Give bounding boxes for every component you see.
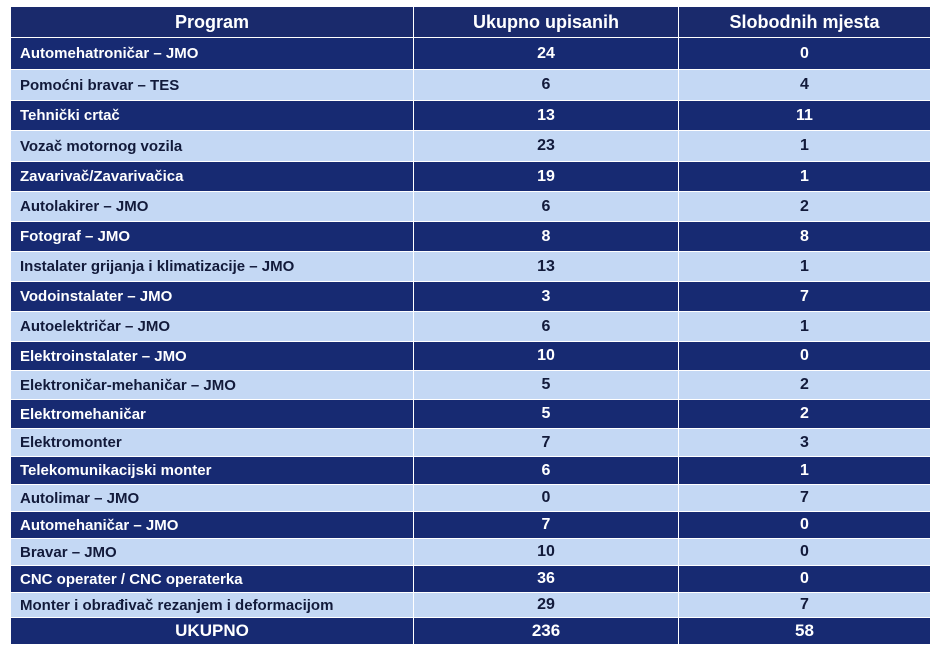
row-free-places: 3 bbox=[678, 428, 931, 457]
header-enrolled: Ukupno upisanih bbox=[413, 6, 679, 38]
row-free-places: 1 bbox=[678, 456, 931, 485]
row-free-places: 2 bbox=[678, 399, 931, 429]
row-enrolled: 19 bbox=[413, 161, 679, 192]
table-row: Instalater grijanja i klimatizacije – JM… bbox=[10, 251, 931, 282]
row-program: Automehatroničar – JMO bbox=[10, 37, 414, 70]
row-enrolled: 13 bbox=[413, 100, 679, 131]
row-enrolled: 7 bbox=[413, 428, 679, 457]
table-row: Pomoćni bravar – TES 6 4 bbox=[10, 69, 931, 101]
row-free-places: 2 bbox=[678, 370, 931, 400]
row-program: CNC operater / CNC operaterka bbox=[10, 565, 414, 593]
table-row: Tehnički crtač 13 11 bbox=[10, 100, 931, 131]
row-program: Autolimar – JMO bbox=[10, 484, 414, 512]
row-free-places: 4 bbox=[678, 69, 931, 101]
table-row: Vozač motornog vozila 23 1 bbox=[10, 130, 931, 162]
row-program: Elektromehaničar bbox=[10, 399, 414, 429]
row-enrolled: 5 bbox=[413, 370, 679, 400]
header-free-places: Slobodnih mjesta bbox=[678, 6, 931, 38]
table-row: Automehatroničar – JMO 24 0 bbox=[10, 37, 931, 70]
row-program: Vodoinstalater – JMO bbox=[10, 281, 414, 312]
row-free-places: 1 bbox=[678, 311, 931, 342]
header-program: Program bbox=[10, 6, 414, 38]
table-row: Monter i obrađivač rezanjem i deformacij… bbox=[10, 592, 931, 618]
row-enrolled: 8 bbox=[413, 221, 679, 252]
row-free-places: 0 bbox=[678, 538, 931, 566]
enrollment-table: Program Ukupno upisanih Slobodnih mjesta… bbox=[10, 6, 931, 645]
row-free-places: 1 bbox=[678, 251, 931, 282]
row-enrolled: 29 bbox=[413, 592, 679, 618]
table-row: Bravar – JMO 10 0 bbox=[10, 538, 931, 566]
row-program: Instalater grijanja i klimatizacije – JM… bbox=[10, 251, 414, 282]
row-enrolled: 6 bbox=[413, 69, 679, 101]
table-row: Automehaničar – JMO 7 0 bbox=[10, 511, 931, 539]
row-program: Fotograf – JMO bbox=[10, 221, 414, 252]
row-enrolled: 10 bbox=[413, 538, 679, 566]
row-enrolled: 6 bbox=[413, 191, 679, 222]
table-row: Autoelektričar – JMO 6 1 bbox=[10, 311, 931, 342]
table-row: CNC operater / CNC operaterka 36 0 bbox=[10, 565, 931, 593]
row-enrolled: 7 bbox=[413, 511, 679, 539]
row-free-places: 0 bbox=[678, 511, 931, 539]
row-enrolled: 5 bbox=[413, 399, 679, 429]
row-enrolled: 10 bbox=[413, 341, 679, 371]
table-row: Elektroničar-mehaničar – JMO 5 2 bbox=[10, 370, 931, 400]
table-row: Elektroinstalater – JMO 10 0 bbox=[10, 341, 931, 371]
row-program: Zavarivač/Zavarivačica bbox=[10, 161, 414, 192]
table-row: Zavarivač/Zavarivačica 19 1 bbox=[10, 161, 931, 192]
row-free-places: 7 bbox=[678, 484, 931, 512]
row-enrolled: 36 bbox=[413, 565, 679, 593]
row-program: Telekomunikacijski monter bbox=[10, 456, 414, 485]
row-enrolled: 3 bbox=[413, 281, 679, 312]
row-program: Vozač motornog vozila bbox=[10, 130, 414, 162]
row-free-places: 2 bbox=[678, 191, 931, 222]
table-row: Elektromehaničar 5 2 bbox=[10, 399, 931, 429]
total-enrolled: 236 bbox=[413, 617, 679, 645]
row-enrolled: 6 bbox=[413, 456, 679, 485]
row-enrolled: 13 bbox=[413, 251, 679, 282]
row-program: Autolakirer – JMO bbox=[10, 191, 414, 222]
row-program: Pomoćni bravar – TES bbox=[10, 69, 414, 101]
row-free-places: 11 bbox=[678, 100, 931, 131]
row-enrolled: 0 bbox=[413, 484, 679, 512]
row-free-places: 8 bbox=[678, 221, 931, 252]
row-program: Monter i obrađivač rezanjem i deformacij… bbox=[10, 592, 414, 618]
total-row: UKUPNO 236 58 bbox=[10, 617, 931, 645]
row-program: Elektroinstalater – JMO bbox=[10, 341, 414, 371]
table-row: Fotograf – JMO 8 8 bbox=[10, 221, 931, 252]
row-enrolled: 23 bbox=[413, 130, 679, 162]
row-program: Autoelektričar – JMO bbox=[10, 311, 414, 342]
row-program: Automehaničar – JMO bbox=[10, 511, 414, 539]
row-program: Tehnički crtač bbox=[10, 100, 414, 131]
header-row: Program Ukupno upisanih Slobodnih mjesta bbox=[10, 6, 931, 38]
row-free-places: 1 bbox=[678, 130, 931, 162]
row-enrolled: 6 bbox=[413, 311, 679, 342]
total-free-places: 58 bbox=[678, 617, 931, 645]
table-body: Automehatroničar – JMO 24 0 Pomoćni bravar … bbox=[10, 37, 931, 618]
row-free-places: 7 bbox=[678, 592, 931, 618]
total-label: UKUPNO bbox=[10, 617, 414, 645]
table-row: Vodoinstalater – JMO 3 7 bbox=[10, 281, 931, 312]
row-free-places: 0 bbox=[678, 565, 931, 593]
row-program: Elektromonter bbox=[10, 428, 414, 457]
table-row: Elektromonter 7 3 bbox=[10, 428, 931, 457]
table-row: Autolakirer – JMO 6 2 bbox=[10, 191, 931, 222]
row-free-places: 0 bbox=[678, 37, 931, 70]
row-program: Elektroničar-mehaničar – JMO bbox=[10, 370, 414, 400]
row-free-places: 7 bbox=[678, 281, 931, 312]
row-enrolled: 24 bbox=[413, 37, 679, 70]
table-row: Autolimar – JMO 0 7 bbox=[10, 484, 931, 512]
table-row: Telekomunikacijski monter 6 1 bbox=[10, 456, 931, 485]
row-program: Bravar – JMO bbox=[10, 538, 414, 566]
row-free-places: 0 bbox=[678, 341, 931, 371]
row-free-places: 1 bbox=[678, 161, 931, 192]
